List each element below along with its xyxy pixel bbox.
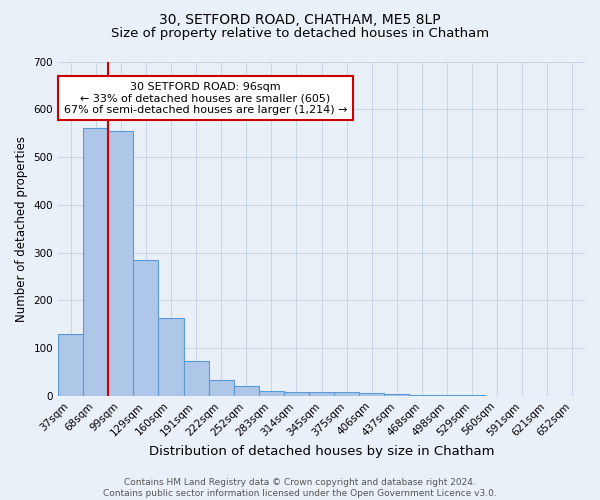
Bar bbox=[158, 318, 184, 396]
Bar bbox=[184, 362, 209, 396]
Text: 30, SETFORD ROAD, CHATHAM, ME5 8LP: 30, SETFORD ROAD, CHATHAM, ME5 8LP bbox=[159, 12, 441, 26]
X-axis label: Distribution of detached houses by size in Chatham: Distribution of detached houses by size … bbox=[149, 444, 494, 458]
Text: 30 SETFORD ROAD: 96sqm
← 33% of detached houses are smaller (605)
67% of semi-de: 30 SETFORD ROAD: 96sqm ← 33% of detached… bbox=[64, 82, 347, 115]
Bar bbox=[334, 392, 359, 396]
Bar bbox=[108, 131, 133, 396]
Bar bbox=[359, 394, 384, 396]
Bar bbox=[259, 391, 284, 396]
Bar bbox=[233, 386, 259, 396]
Bar bbox=[309, 392, 334, 396]
Bar bbox=[209, 380, 233, 396]
Bar bbox=[133, 260, 158, 396]
Bar bbox=[409, 395, 434, 396]
Text: Contains HM Land Registry data © Crown copyright and database right 2024.
Contai: Contains HM Land Registry data © Crown c… bbox=[103, 478, 497, 498]
Bar bbox=[284, 392, 309, 396]
Bar bbox=[58, 334, 83, 396]
Bar bbox=[384, 394, 409, 396]
Text: Size of property relative to detached houses in Chatham: Size of property relative to detached ho… bbox=[111, 28, 489, 40]
Bar bbox=[83, 128, 108, 396]
Y-axis label: Number of detached properties: Number of detached properties bbox=[15, 136, 28, 322]
